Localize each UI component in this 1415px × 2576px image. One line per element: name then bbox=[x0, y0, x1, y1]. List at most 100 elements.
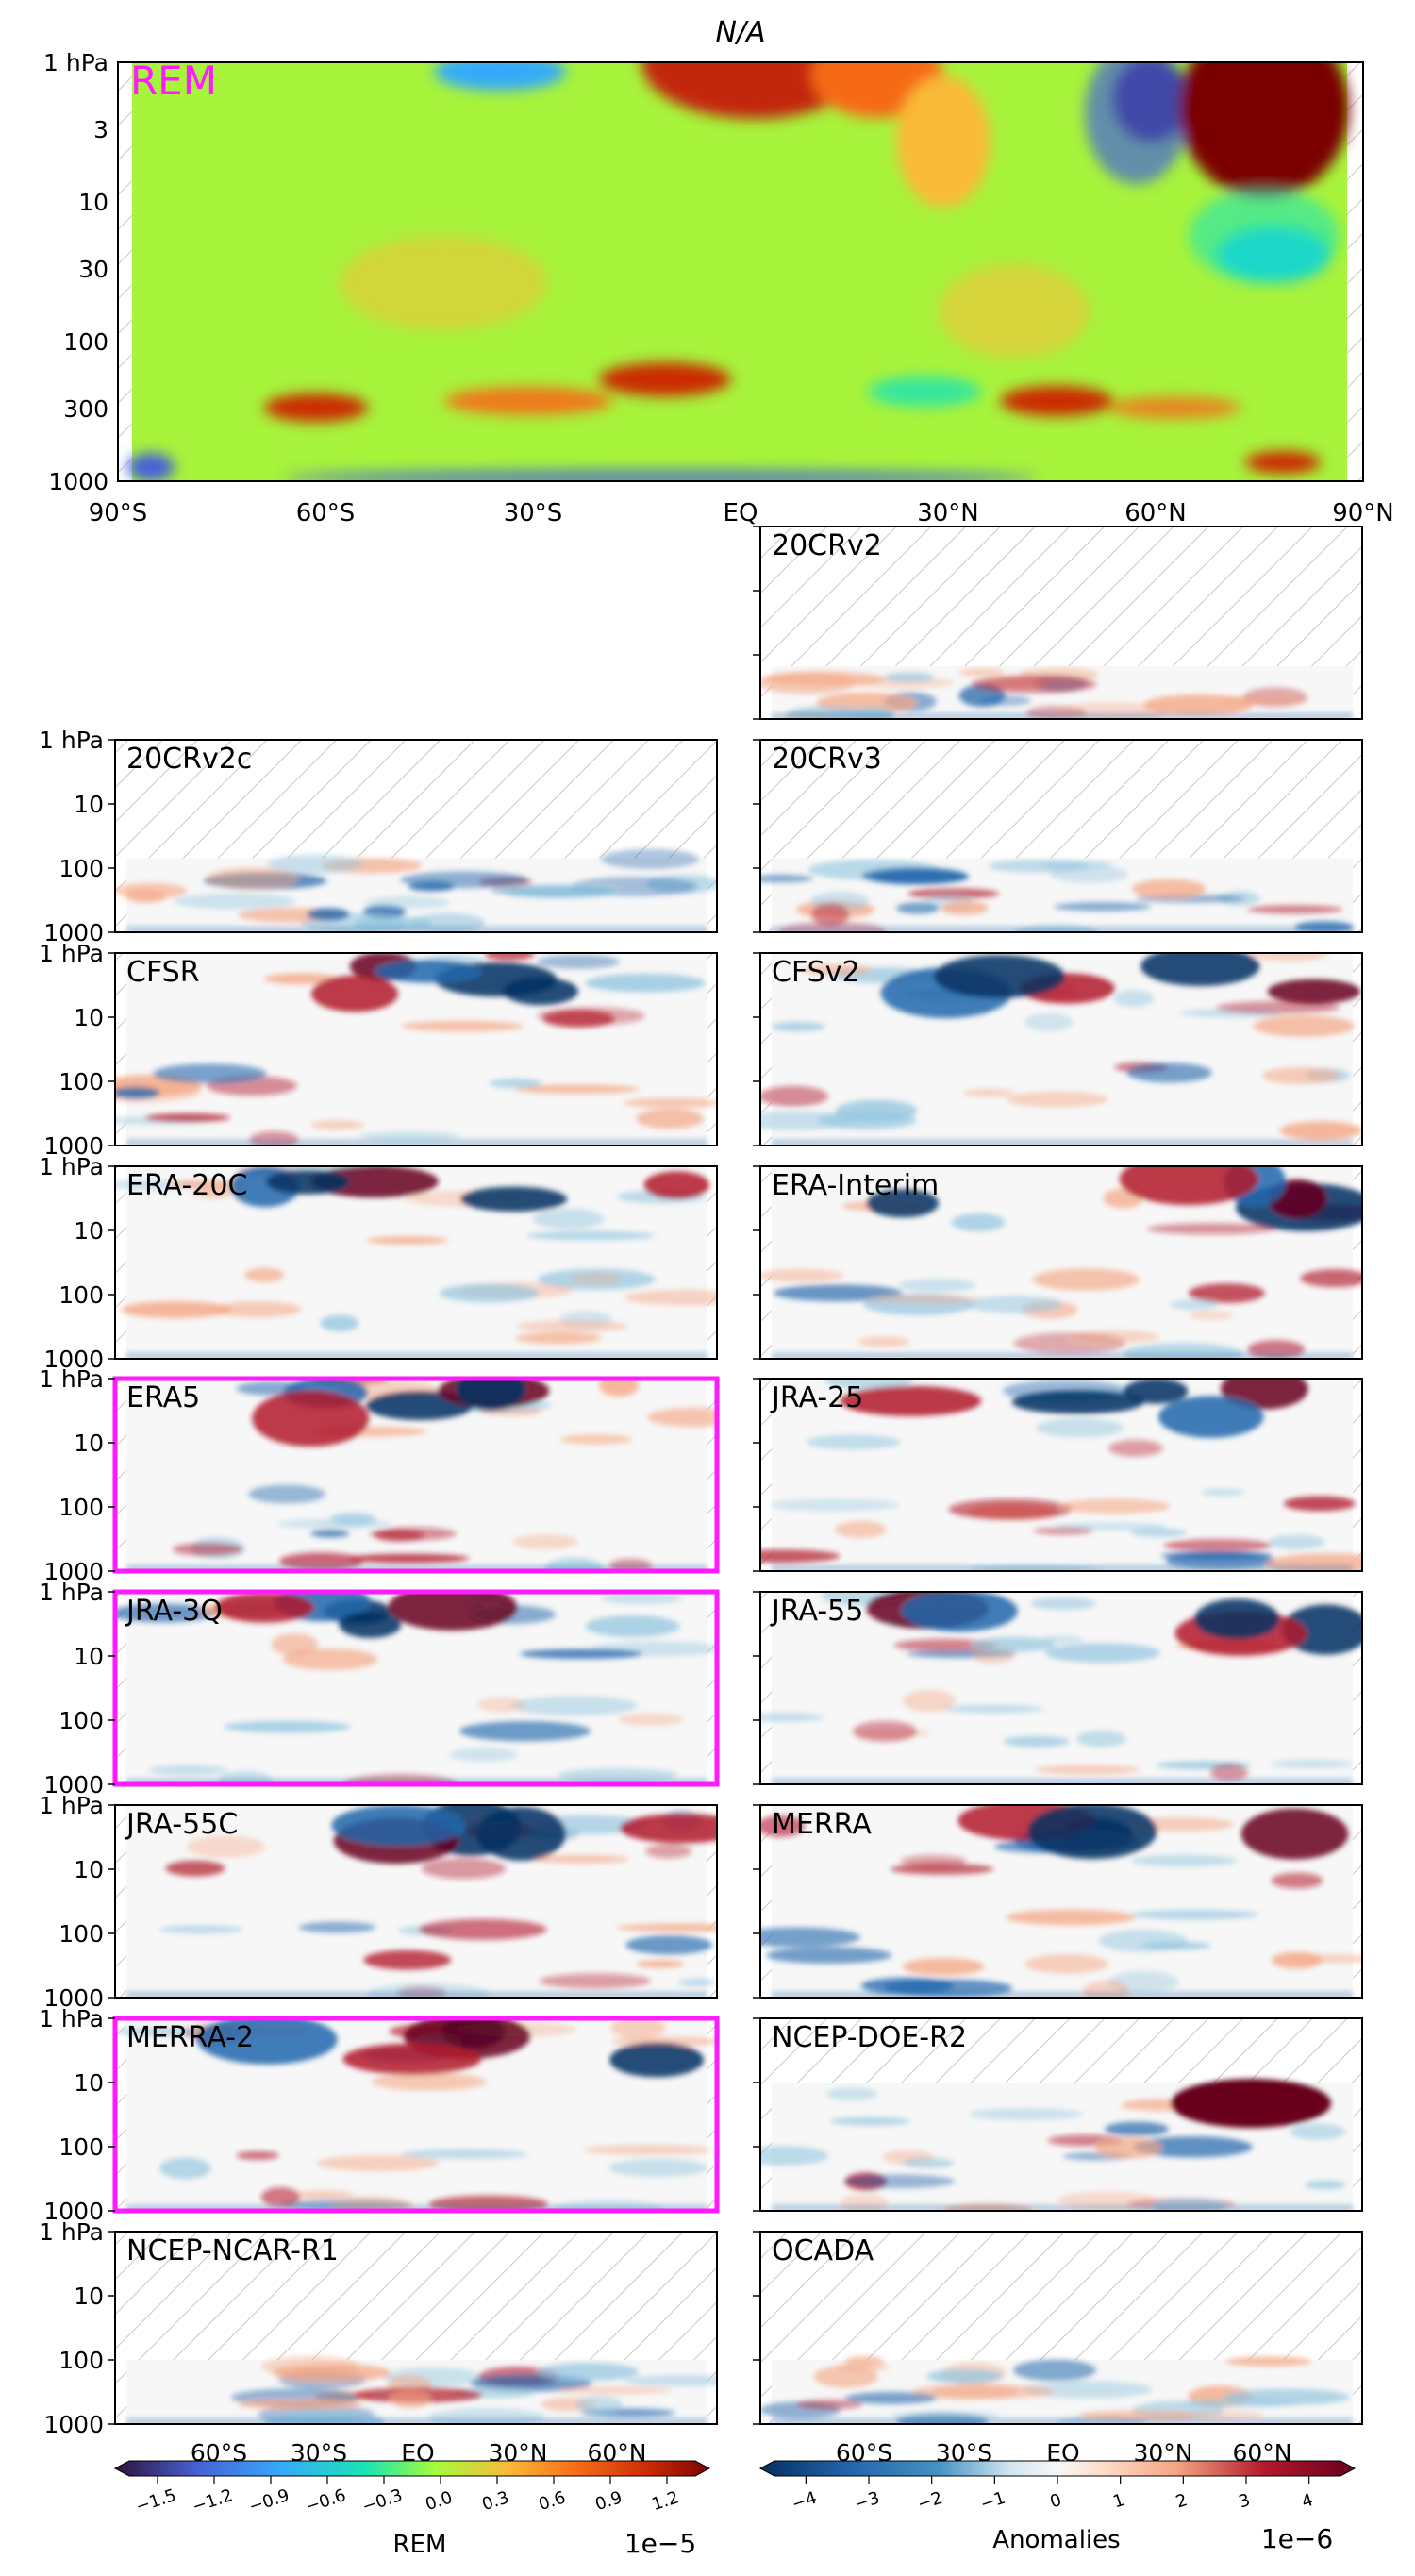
panel-y-tick: 1 hPa bbox=[39, 1365, 104, 1393]
colorbar-tick-label: −3 bbox=[852, 2488, 882, 2515]
colorbar-tick-label: 3 bbox=[1237, 2490, 1253, 2513]
panel-y-tick: 1 hPa bbox=[39, 727, 104, 754]
colorbar-tick-label: −4 bbox=[790, 2488, 820, 2515]
panel-ocada: OCADA bbox=[753, 2231, 1363, 2425]
panel-y-tick: 10 bbox=[74, 1856, 104, 1883]
panel-merra: MERRA bbox=[753, 1804, 1363, 1999]
panel-frame bbox=[759, 1378, 1363, 1572]
panel-y-tick: 1000 bbox=[43, 1558, 104, 1585]
panel-y-tick: 1 hPa bbox=[39, 1579, 104, 1606]
panel-20crv2: 20CRv2 bbox=[753, 526, 1363, 720]
panel-label: CFSv2 bbox=[772, 956, 860, 989]
panel-frame bbox=[759, 2017, 1363, 2212]
panel-y-tick: 100 bbox=[58, 1494, 104, 1521]
colorbar-rem-label: REM bbox=[393, 2531, 447, 2559]
panel-y-tick: 1 hPa bbox=[39, 1792, 104, 1819]
colorbar-tick-label: −1.5 bbox=[133, 2485, 178, 2517]
panel-20crv2c: 20CRv2c 1 hPa 10 100 1000 bbox=[39, 727, 718, 946]
panel-y-tick: 10 bbox=[74, 1004, 104, 1031]
panel-y-tick: 10 bbox=[74, 2069, 104, 2097]
panel-y-tick: 100 bbox=[58, 2133, 104, 2161]
colorbar-tick-label: −0.9 bbox=[246, 2485, 291, 2517]
colorbar-tick-label: 0 bbox=[1048, 2490, 1064, 2513]
colorbar-tick-label: −2 bbox=[915, 2488, 945, 2515]
panel-highlight-frame bbox=[112, 2016, 720, 2214]
colorbar-tick-label: 0.6 bbox=[536, 2487, 568, 2515]
rem-x-axis: 90°S 60°S 30°S EQ 30°N 60°N 90°N bbox=[89, 499, 1394, 527]
rem-y-tick-300: 300 bbox=[63, 395, 108, 423]
rem-x-tick-60n: 60°N bbox=[1124, 499, 1187, 527]
panel-frame bbox=[759, 526, 1363, 720]
panel-label: ERA-20C bbox=[126, 1169, 247, 1202]
panel-y-tick: 10 bbox=[74, 1643, 104, 1670]
panel-y-tick: 10 bbox=[74, 791, 104, 818]
rem-x-tick-90n: 90°N bbox=[1332, 499, 1394, 527]
panel-era-20c: ERA-20C 1 hPa 10 100 1000 bbox=[39, 1153, 718, 1373]
rem-y-tick-100: 100 bbox=[63, 328, 108, 356]
panel-y-tick: 1000 bbox=[43, 1132, 104, 1160]
panel-era5: ERA5 1 hPa 10 100 1000 bbox=[39, 1365, 720, 1585]
panel-frame bbox=[759, 952, 1363, 1146]
rem-x-tick-60s: 60°S bbox=[296, 499, 356, 527]
panel-frame bbox=[759, 1165, 1363, 1360]
panel-label: JRA-55 bbox=[770, 1595, 863, 1628]
panel-merra-2: MERRA-2 1 hPa 10 100 1000 bbox=[39, 2005, 720, 2225]
panel-y-tick: 100 bbox=[58, 855, 104, 882]
panel-jra-55: JRA-55 bbox=[753, 1591, 1363, 1785]
panel-y-tick: 100 bbox=[58, 1281, 104, 1309]
colorbar-tick-label: 2 bbox=[1174, 2490, 1190, 2513]
colorbar-rem: −1.5 −1.2 −0.9 −0.6 −0.3 0.0 0.3 0.6 0.9 1.2 REM … bbox=[113, 2460, 711, 2559]
panel-label: JRA-55C bbox=[125, 1808, 238, 1841]
colorbar-tick-label: 0.3 bbox=[479, 2487, 511, 2515]
panel-y-tick: 10 bbox=[74, 1217, 104, 1245]
panel-label: 20CRv3 bbox=[772, 743, 882, 776]
panel-y-tick: 1 hPa bbox=[39, 2218, 104, 2246]
panel-frame bbox=[759, 739, 1363, 933]
panel-frame bbox=[114, 1804, 718, 1999]
panel-cfsr: CFSR 1 hPa 10 100 1000 bbox=[39, 940, 718, 1160]
panel-frame bbox=[114, 2231, 718, 2425]
rem-x-tick-eq: EQ bbox=[724, 499, 758, 527]
panel-cfsv2: CFSv2 bbox=[753, 952, 1363, 1146]
figure-title: N/A bbox=[715, 16, 765, 49]
panel-label: NCEP-DOE-R2 bbox=[772, 2021, 967, 2054]
panel-jra-25: JRA-25 bbox=[753, 1378, 1363, 1572]
panel-frame bbox=[114, 1165, 718, 1360]
panel-y-tick: 1000 bbox=[43, 919, 104, 946]
panel-frame bbox=[114, 739, 718, 933]
colorbar-tick-label: 4 bbox=[1299, 2490, 1315, 2513]
panel-label: 20CRv2c bbox=[126, 743, 252, 776]
rem-y-tick-1000: 1000 bbox=[48, 468, 108, 495]
colorbar-tick-label: −0.3 bbox=[359, 2485, 405, 2517]
panel-y-tick: 1 hPa bbox=[39, 1153, 104, 1180]
colorbar-tick-label: 1 bbox=[1110, 2490, 1126, 2513]
panel-label: 20CRv2 bbox=[772, 529, 882, 562]
panel-y-tick: 10 bbox=[74, 2283, 104, 2310]
panel-y-tick: 1000 bbox=[43, 1346, 104, 1373]
colorbar-anomalies-label: Anomalies bbox=[992, 2526, 1120, 2554]
colorbar-tick-label: −0.6 bbox=[303, 2485, 348, 2517]
panel-ncep-ncar-r1: NCEP-NCAR-R1 1 hPa 10 100 1000 bbox=[39, 2218, 718, 2438]
colorbar-tick-label: −1.2 bbox=[190, 2485, 235, 2517]
panel-label: CFSR bbox=[126, 956, 200, 989]
rem-x-tick-30n: 30°N bbox=[917, 499, 979, 527]
panel-y-tick: 1000 bbox=[43, 1984, 104, 2012]
panel-frame bbox=[759, 1591, 1363, 1785]
colorbar-anomalies-ticks: −4 −3 −2 −1 0 1 2 3 4 bbox=[790, 2476, 1316, 2515]
panel-label: ERA5 bbox=[126, 1381, 200, 1414]
colorbar-tick-label: 0.0 bbox=[423, 2487, 455, 2515]
panel-label: JRA-25 bbox=[770, 1381, 863, 1414]
panel-frame bbox=[759, 2231, 1363, 2425]
rem-panel: REM bbox=[117, 58, 1364, 482]
colorbar-tick-label: −1 bbox=[978, 2488, 1008, 2515]
panel-y-tick: 100 bbox=[58, 2347, 104, 2374]
panel-frame bbox=[114, 952, 718, 1146]
panel-frame bbox=[759, 1804, 1363, 1999]
panel-label: MERRA-2 bbox=[126, 2021, 254, 2054]
panel-y-tick: 100 bbox=[58, 1068, 104, 1096]
rem-y-tick-10: 10 bbox=[78, 189, 108, 216]
colorbar-anomalies-exponent: 1e−6 bbox=[1261, 2523, 1333, 2554]
panel-highlight-frame bbox=[112, 1376, 720, 1574]
panel-20crv3: 20CRv3 bbox=[753, 739, 1363, 933]
panel-y-tick: 10 bbox=[74, 1430, 104, 1457]
